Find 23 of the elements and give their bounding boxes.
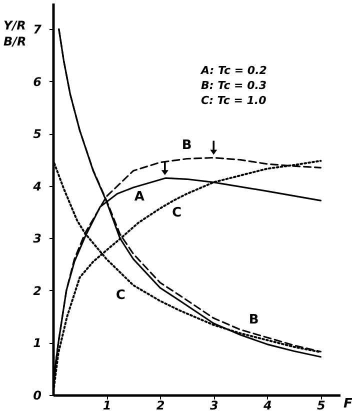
x-tick-label: 5	[317, 398, 326, 411]
x-tick-label: 3	[210, 398, 218, 411]
legend-label: B	[182, 138, 192, 153]
series-label: C	[116, 288, 126, 304]
y-tick-label: 5	[33, 127, 42, 142]
annotation: B: Tc = 0.3	[201, 79, 267, 92]
y-tick-label: 2	[33, 284, 42, 298]
y-tick-label: 6	[33, 74, 42, 89]
x-axis-title: F	[344, 396, 352, 411]
annotation: C: Tc = 1.0	[201, 94, 267, 107]
y-tick-label: 4	[32, 179, 42, 194]
x-tick-label: 2	[156, 398, 165, 411]
y-axis-title: Y/R B/R	[4, 18, 26, 48]
x-tick-label: 1	[102, 398, 112, 411]
y-tick-label: 1	[33, 336, 42, 350]
y-tick-label: 0	[33, 388, 42, 402]
y-tick-label: 3	[33, 232, 42, 246]
y-tick-label: 7	[33, 22, 42, 37]
x-tick-label: 4	[262, 398, 272, 411]
series-label: B	[248, 312, 259, 328]
annotation: A: Tc = 0.2	[200, 64, 268, 77]
series-label: A	[134, 190, 144, 204]
series-label: C	[172, 206, 182, 221]
